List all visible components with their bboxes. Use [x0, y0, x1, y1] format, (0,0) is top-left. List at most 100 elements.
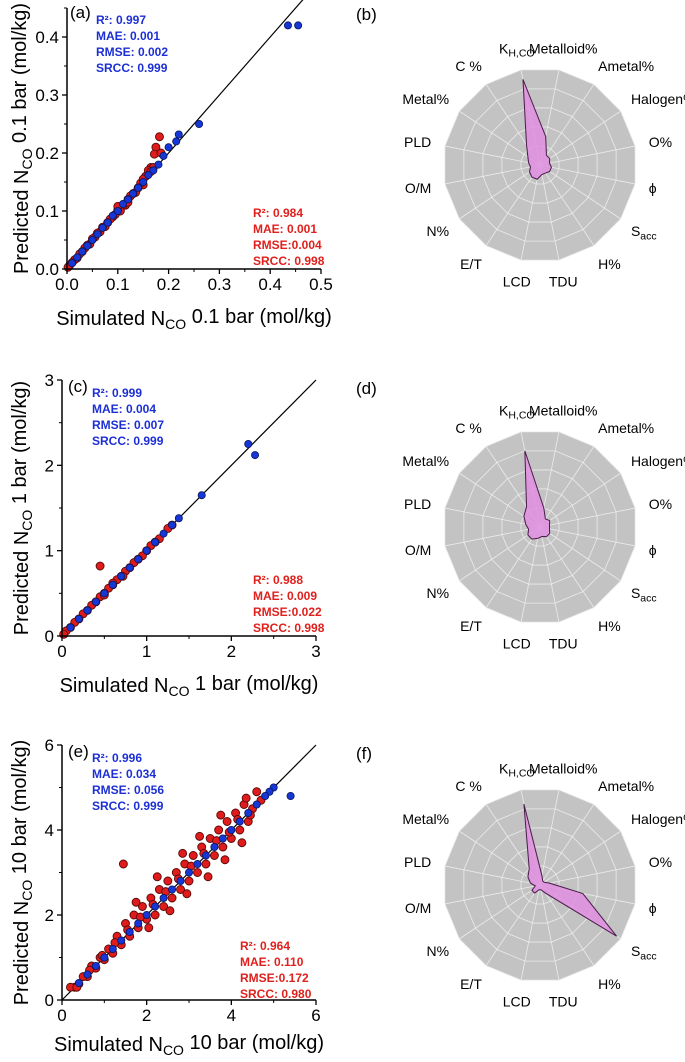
test-point: [100, 589, 109, 598]
test-point: [227, 826, 236, 835]
train-point: [184, 876, 194, 886]
x-tick-label: 0.4: [258, 275, 282, 294]
test-metric: MAE: 0.001: [96, 29, 160, 43]
y-axis-label: Predicted NCO​ 10 bar (mol/kg): [9, 740, 35, 1006]
radar-axis-label: N%: [426, 943, 449, 959]
test-point: [68, 259, 77, 268]
radar-spoke: [539, 865, 636, 886]
train-point: [118, 859, 128, 869]
test-point: [78, 247, 87, 256]
y-tick-label: 4: [45, 821, 54, 840]
radar-spoke: [520, 164, 541, 261]
test-point: [142, 911, 151, 920]
test-point: [252, 800, 261, 809]
test-point: [125, 928, 134, 937]
test-point: [144, 171, 153, 180]
radar-spoke: [539, 164, 636, 185]
test-point: [134, 555, 143, 564]
train-metric: SRCC: 0.980: [240, 987, 312, 1001]
radar-axis-label: TDU: [549, 636, 578, 652]
radar-spoke: [539, 507, 636, 528]
radar-axis-label: C %: [455, 58, 481, 74]
y-tick-label: 0.3: [35, 86, 59, 105]
radar-spoke: [485, 884, 541, 966]
test-point: [100, 953, 109, 962]
radar-axis-label: O/M: [405, 542, 431, 558]
radar-data-area: [523, 450, 551, 540]
radar-data-area: [522, 79, 552, 180]
x-tick-label: 2: [142, 1006, 151, 1025]
x-axis-label: Simulated NCO​ 10 bar (mol/kg): [54, 1032, 324, 1058]
test-point: [286, 792, 295, 801]
radar-spoke: [539, 830, 621, 886]
test-point: [210, 843, 219, 852]
radar-axis-label: O%: [649, 496, 672, 512]
train-point: [252, 787, 262, 797]
test-point: [98, 223, 107, 232]
test-point: [149, 166, 158, 175]
train-point: [209, 851, 219, 860]
test-point: [151, 902, 160, 911]
radar-axis-label: ϕ: [649, 542, 657, 558]
train-point: [176, 885, 185, 894]
test-point: [83, 606, 92, 615]
y-tick-label: 2: [45, 906, 54, 925]
test-point: [164, 143, 173, 152]
train-metric: MAE: 0.001: [253, 222, 317, 236]
radar-spoke: [539, 884, 595, 966]
panel-label: (d): [356, 379, 377, 398]
test-point: [113, 206, 122, 215]
radar-axis-label: Ametal%: [598, 58, 654, 74]
radar-spoke: [444, 884, 541, 905]
test-point: [154, 160, 163, 169]
panel-label: (c): [68, 377, 88, 396]
train-point: [235, 825, 245, 835]
test-point: [93, 230, 102, 239]
test-point: [74, 979, 83, 988]
radar-axis-label: Sacc​: [631, 585, 657, 604]
y-tick-label: 0: [45, 991, 54, 1010]
radar-spoke: [539, 526, 636, 547]
radar-spoke: [539, 164, 621, 220]
x-axis-label: Simulated NCO​ 1 bar (mol/kg): [60, 673, 319, 699]
radar-spoke: [485, 164, 541, 246]
test-point: [244, 439, 253, 448]
radar-spoke: [485, 526, 541, 608]
panel-label: (b): [356, 5, 377, 24]
radar-axis-label: Metal%: [402, 453, 449, 469]
y-axis-label: Predicted NCO​ 1 bar (mol/kg): [9, 381, 35, 635]
train-point: [144, 923, 154, 933]
train-point: [220, 855, 230, 865]
radar-axis-label: Metalloid%: [529, 40, 597, 56]
test-metric: MAE: 0.004: [92, 402, 156, 416]
radar-axis-label: Halogen%: [631, 811, 685, 827]
test-point: [142, 546, 151, 555]
radar-axis-label: H%: [598, 976, 621, 992]
y-tick-label: 0: [45, 627, 54, 646]
train-metric: RMSE:0.172: [240, 971, 309, 985]
train-point: [163, 876, 173, 886]
train-point: [131, 897, 141, 907]
train-point: [178, 848, 188, 858]
test-metric: R²: 0.996: [92, 751, 142, 765]
test-point: [174, 130, 183, 139]
x-tick-label: 4: [227, 1006, 236, 1025]
test-point: [176, 877, 185, 886]
x-tick-label: 3: [311, 642, 320, 661]
test-point: [125, 563, 134, 572]
scatter-panel-a: 0.0 0.1 0.2 0.3 0.4 0.5 0.0 0.1 0.2 0.3 0.4 (a) Simu…: [9, 0, 333, 332]
radar-data-area: [523, 804, 618, 937]
train-point: [195, 831, 205, 841]
test-point: [129, 189, 138, 198]
radar-spoke: [539, 164, 560, 261]
radar-axis-label: KH,CO​: [499, 402, 535, 421]
test-point: [117, 936, 126, 945]
radar-spoke: [539, 804, 595, 886]
radar-axis-label: Ametal%: [598, 778, 654, 794]
radar-axis-label: LCD: [503, 636, 531, 652]
train-point: [182, 889, 192, 899]
radar-axis-label: Metal%: [402, 91, 449, 107]
test-point: [174, 514, 183, 523]
radar-spoke: [444, 145, 541, 166]
test-metric: SRCC: 0.999: [92, 799, 164, 813]
